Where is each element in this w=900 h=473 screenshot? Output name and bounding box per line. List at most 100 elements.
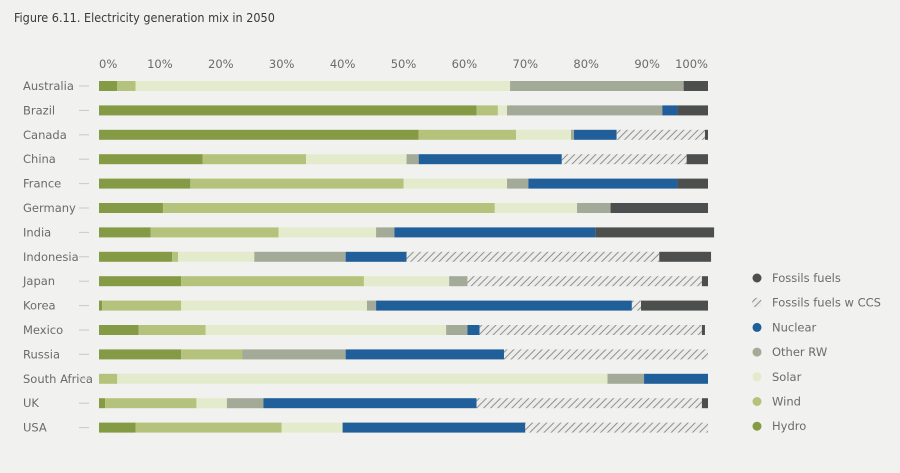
legend-label: Fossils fuels w CCS (772, 296, 881, 310)
category-label: China (23, 152, 56, 166)
bar-segment (610, 203, 708, 213)
legend-swatch (752, 421, 762, 431)
bar-segment (449, 276, 468, 287)
category-label: Canada (23, 128, 67, 142)
bar-segment (528, 178, 678, 189)
category-label: USA (23, 421, 47, 435)
bar-row: USA (23, 421, 708, 435)
bar-segment (102, 300, 182, 311)
bar-segment (99, 398, 106, 409)
bar-segment (641, 300, 708, 311)
x-tick-label: 40% (330, 57, 356, 71)
category-label: Japan (22, 274, 55, 288)
bar-row: China (23, 152, 708, 166)
bar-segment (178, 251, 255, 262)
bar-segment (105, 398, 197, 409)
x-tick-label: 70% (513, 57, 539, 71)
bar-segment (117, 373, 608, 384)
bar-segment (263, 398, 477, 409)
figure-title: Figure 6.11. Electricity generation mix … (14, 10, 275, 25)
bar-row: Japan (22, 274, 708, 288)
bar-segment (99, 154, 203, 165)
bar-segment (607, 373, 645, 384)
bar-segment (117, 81, 136, 91)
category-label: Mexico (23, 323, 63, 337)
bar-segment (446, 325, 468, 335)
category-label: Russia (23, 347, 60, 361)
bar-rows: Australia Brazil Canada China France Germany I… (22, 79, 715, 435)
category-label: Australia (23, 79, 74, 93)
bar-segment (595, 227, 715, 238)
legend-swatch (752, 372, 762, 382)
bar-segment (677, 178, 708, 189)
bar-segment (99, 129, 419, 140)
legend-label: Solar (772, 370, 802, 384)
bar-segment (306, 154, 407, 165)
bar-segment (226, 398, 264, 409)
bar-segment (345, 251, 407, 262)
bar-row: India (23, 225, 715, 239)
bar-row: Germany (23, 201, 708, 215)
bar-segment (479, 325, 702, 335)
bar-segment (476, 398, 702, 409)
category-label: South Africa (23, 372, 93, 386)
bar-segment (138, 325, 206, 335)
bar-segment (686, 154, 708, 165)
bar-row: Russia (23, 347, 708, 361)
bar-segment (99, 325, 139, 335)
bar-segment (574, 129, 617, 140)
bar-segment (281, 422, 343, 433)
bar-segment (507, 105, 663, 116)
bar-segment (99, 300, 103, 311)
bar-segment (570, 129, 575, 140)
bar-row: Australia (23, 79, 708, 93)
x-tick-label: 30% (269, 57, 295, 71)
legend: Fossils fuels Fossils fuels w CCS Nuclear O… (752, 271, 881, 433)
bar-segment (99, 422, 136, 433)
bar-row: Brazil (23, 103, 708, 117)
category-label: Indonesia (23, 250, 79, 264)
legend-label: Other RW (772, 345, 827, 359)
legend-item: Solar (752, 370, 802, 384)
legend-item: Other RW (752, 345, 827, 359)
bar-segment (467, 325, 480, 335)
x-tick-label: 50% (391, 57, 417, 71)
x-tick-label: 20% (208, 57, 234, 71)
x-tick-label: 100% (675, 57, 708, 71)
bar-segment (135, 422, 282, 433)
bar-segment (99, 81, 118, 91)
bar-segment (616, 129, 705, 140)
bar-segment (394, 227, 596, 238)
bar-segment (467, 276, 702, 287)
bar-segment (363, 276, 450, 287)
bar-segment (99, 203, 163, 213)
bar-segment (497, 105, 508, 116)
bar-row: Korea (23, 299, 708, 313)
bar-segment (366, 300, 377, 311)
bar-row: France (23, 177, 708, 191)
bar-segment (242, 349, 346, 360)
category-label: France (23, 177, 61, 191)
bar-segment (476, 105, 498, 116)
bar-segment (99, 105, 477, 116)
x-axis-ticks: 0% 10% 20% 30% 40% 50% 60% 70% 80% 90% 100% (99, 57, 708, 71)
bar-row: Mexico (23, 323, 705, 337)
bar-segment (510, 81, 684, 91)
legend-item: Fossils fuels w CCS (752, 296, 881, 310)
bar-segment (631, 300, 642, 311)
bar-segment (162, 203, 495, 213)
bar-segment (196, 398, 227, 409)
bar-segment (418, 154, 562, 165)
legend-swatch (752, 273, 762, 283)
bar-segment (99, 276, 182, 287)
bar-segment (701, 325, 705, 335)
bar-segment (516, 129, 571, 140)
bar-segment (406, 251, 660, 262)
bar-segment (181, 300, 367, 311)
bar-segment (205, 325, 447, 335)
bar-segment (99, 178, 191, 189)
bar-segment (507, 178, 529, 189)
bar-row: South Africa (23, 372, 708, 386)
